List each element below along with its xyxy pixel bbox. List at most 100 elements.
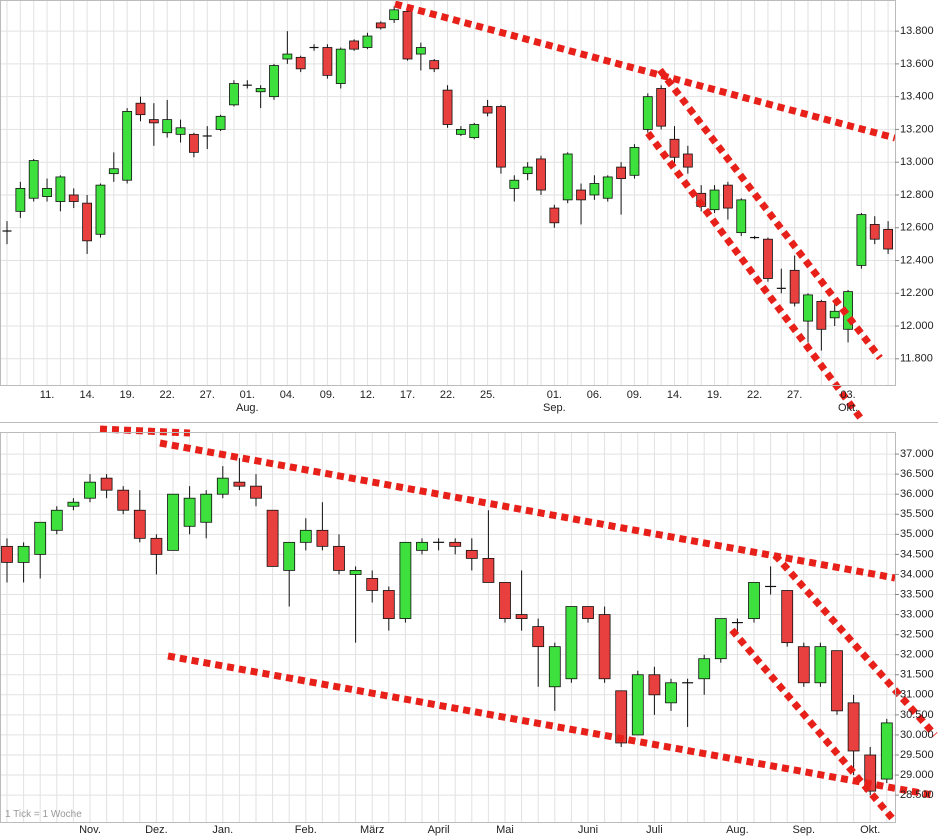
y-tick-label: 35.000 bbox=[900, 528, 934, 540]
candle-body bbox=[399, 541, 412, 619]
candle-body bbox=[736, 199, 747, 234]
y-tick-label: 13.200 bbox=[900, 123, 934, 135]
y-tick-label: 33.000 bbox=[900, 608, 934, 620]
candle-body bbox=[42, 188, 52, 197]
x-tick-label: 09. bbox=[319, 389, 336, 401]
candle-body bbox=[629, 147, 640, 176]
candle-body bbox=[883, 228, 893, 250]
candle-body bbox=[831, 650, 843, 712]
y-tick-label: 12.600 bbox=[900, 222, 934, 234]
x-tick-label: 19. bbox=[706, 389, 723, 401]
candle-body bbox=[349, 570, 362, 575]
y-tick-label: 31.500 bbox=[900, 669, 934, 681]
candle-body bbox=[366, 578, 379, 591]
trend-line bbox=[729, 627, 895, 821]
y-tick-label: 29.000 bbox=[900, 769, 934, 781]
x-tick-label: 12. bbox=[359, 389, 376, 401]
y-tick-label: 37.000 bbox=[900, 448, 934, 460]
x-tick-label: 04. bbox=[279, 389, 295, 401]
candle-body bbox=[548, 646, 561, 688]
candle-body bbox=[496, 106, 506, 168]
y-tick-label: 11.800 bbox=[900, 353, 933, 365]
candle-body bbox=[515, 614, 528, 619]
trend-line bbox=[159, 439, 896, 582]
y-tick-label: 34.500 bbox=[900, 548, 934, 560]
trend-line bbox=[772, 552, 938, 738]
candle-body bbox=[183, 497, 196, 527]
candle-body bbox=[709, 189, 720, 211]
candle-body bbox=[108, 168, 119, 175]
candle-body bbox=[829, 310, 840, 319]
candle-body bbox=[55, 176, 66, 202]
y-tick-label: 36.000 bbox=[900, 488, 934, 500]
candle-body bbox=[565, 606, 578, 680]
candle-body bbox=[748, 582, 760, 619]
trend-line bbox=[394, 0, 896, 142]
candle-body bbox=[95, 184, 106, 235]
candle-body bbox=[698, 658, 711, 680]
y-tick-label: 13.800 bbox=[900, 25, 934, 37]
candle-body bbox=[549, 207, 560, 224]
x-tick-label: Okt. bbox=[860, 824, 881, 836]
candle-body bbox=[482, 557, 495, 583]
x-tick-label: Juli bbox=[646, 824, 663, 836]
candle-body bbox=[375, 22, 386, 29]
y-tick-label: 12.800 bbox=[900, 189, 934, 201]
y-tick-label: 32.000 bbox=[900, 649, 934, 661]
candle-body bbox=[723, 184, 733, 209]
candle-body bbox=[333, 545, 345, 571]
x-tick-label: Nov. bbox=[79, 824, 101, 836]
tick-note: 1 Tick = 1 Woche bbox=[5, 809, 82, 820]
candle-body bbox=[803, 294, 813, 322]
x-tick-label: 22. bbox=[439, 389, 456, 401]
candle-body bbox=[295, 56, 306, 70]
candle-body bbox=[869, 224, 880, 240]
candle-body bbox=[67, 501, 80, 507]
candle-body bbox=[415, 47, 426, 55]
candle-body bbox=[200, 493, 213, 523]
candle-body bbox=[602, 176, 613, 199]
candle-body bbox=[233, 481, 246, 487]
candle-body bbox=[616, 166, 626, 179]
candle-body bbox=[135, 102, 146, 116]
candle-body bbox=[15, 188, 26, 212]
candle-body bbox=[335, 48, 346, 84]
y-tick-label: 33.500 bbox=[900, 588, 934, 600]
x-tick-label: 01. Sep. bbox=[543, 389, 566, 414]
x-tick-label: Jan. bbox=[212, 824, 234, 836]
y-tick-label: 12.400 bbox=[900, 254, 934, 266]
y-tick-label: 35.500 bbox=[900, 508, 934, 520]
y-tick-label: 30.000 bbox=[900, 729, 934, 741]
x-tick-label: 27. bbox=[199, 389, 215, 401]
candle-body bbox=[82, 202, 92, 242]
candle-body bbox=[582, 606, 594, 619]
x-tick-label: 11. bbox=[39, 389, 55, 401]
candle-body bbox=[482, 106, 493, 114]
y-tick-label: 13.600 bbox=[900, 58, 934, 70]
candle-body bbox=[469, 124, 480, 139]
candle-body bbox=[84, 481, 96, 499]
candle-body bbox=[17, 545, 30, 563]
plot-frame bbox=[0, 0, 896, 386]
x-tick-label: Juni bbox=[577, 824, 599, 836]
candle-body bbox=[382, 590, 395, 619]
candle-body bbox=[656, 88, 667, 127]
candle-body bbox=[648, 674, 661, 696]
x-tick-label: Aug. bbox=[726, 824, 749, 836]
candle-body bbox=[532, 626, 545, 648]
candle-body bbox=[283, 541, 296, 571]
y-tick-label: 29.500 bbox=[900, 749, 934, 761]
candle-body bbox=[229, 83, 239, 106]
candle-body bbox=[167, 493, 179, 551]
candle-body bbox=[250, 485, 262, 499]
candle-body bbox=[133, 509, 146, 539]
candle-body bbox=[148, 119, 159, 124]
candle-body bbox=[598, 614, 611, 680]
y-tick-label: 28.500 bbox=[900, 789, 934, 801]
candle-body bbox=[216, 477, 229, 495]
candle-body bbox=[402, 11, 413, 60]
x-tick-label: 09. bbox=[626, 389, 643, 401]
x-tick-label: 19. bbox=[119, 389, 135, 401]
candle-body bbox=[449, 541, 462, 547]
candle-body bbox=[150, 537, 163, 555]
